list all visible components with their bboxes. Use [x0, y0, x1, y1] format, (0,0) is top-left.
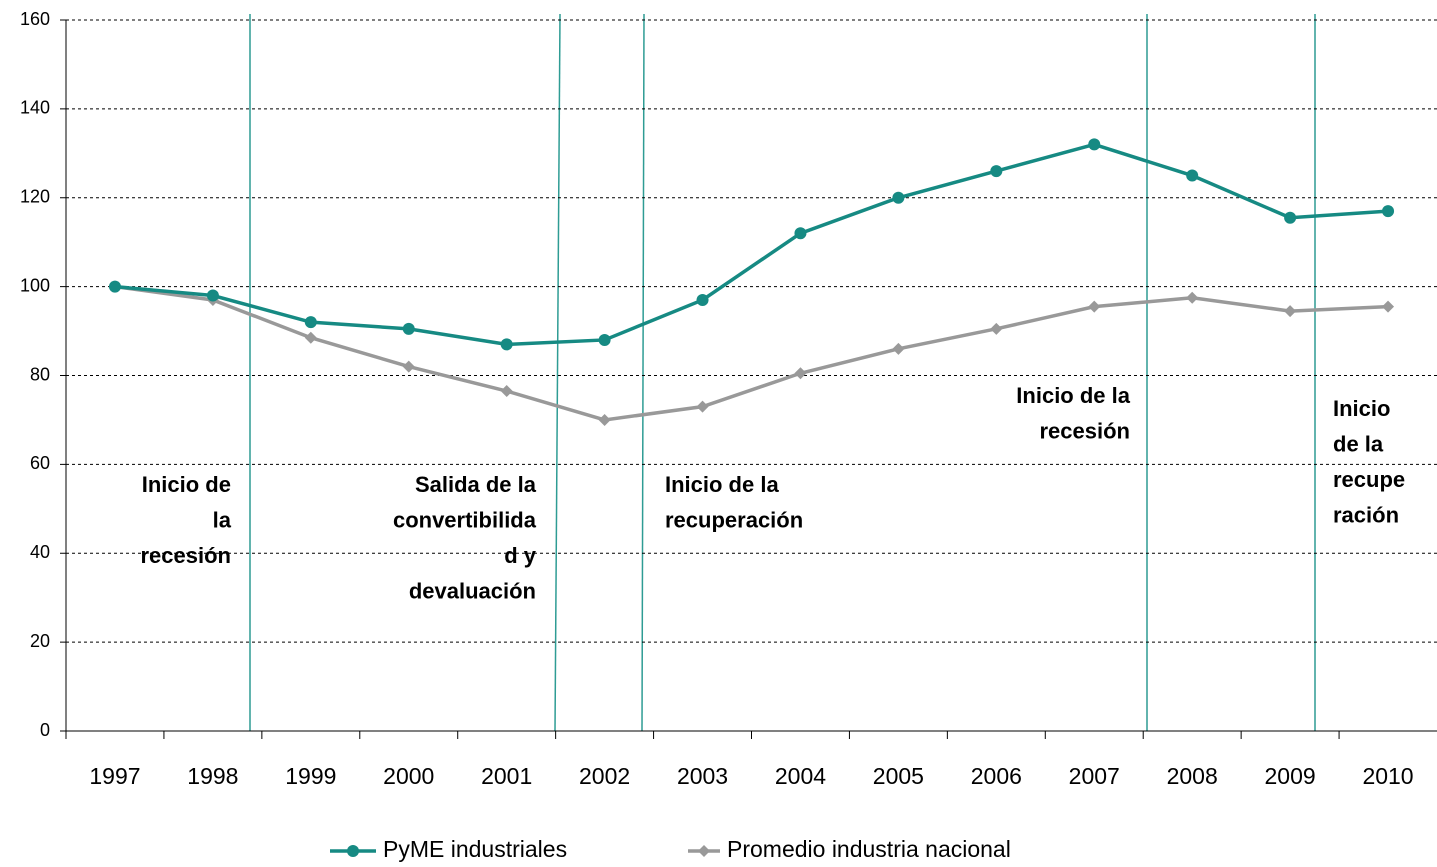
y-tick-label: 160 [20, 9, 50, 29]
legend-marker [347, 845, 359, 857]
data-point [1186, 169, 1199, 182]
data-point [304, 316, 317, 329]
data-point [402, 322, 415, 335]
annotation: Salida de la [415, 472, 537, 497]
annotation: recesión [1040, 418, 1131, 443]
data-point [990, 322, 1003, 335]
legend-marker [698, 845, 710, 857]
y-tick-label: 140 [20, 98, 50, 118]
x-tick-label: 2000 [383, 763, 434, 789]
event-lines [249, 13, 1316, 732]
data-point [1186, 291, 1199, 304]
legend-label: PyME industriales [383, 836, 567, 862]
x-tick-label: 2010 [1362, 763, 1413, 789]
data-point [1088, 138, 1101, 151]
event-line [554, 13, 561, 732]
annotation: recupe [1333, 467, 1405, 492]
data-point [108, 280, 121, 293]
annotation: Inicio de la [665, 472, 779, 497]
y-tick-label: 20 [30, 631, 50, 651]
annotation: Inicio de [142, 472, 231, 497]
annotation: recesión [141, 543, 232, 568]
y-tick-label: 80 [30, 364, 50, 384]
legend-label: Promedio industria nacional [727, 836, 1011, 862]
y-tick-label: 0 [40, 720, 50, 740]
y-tick-label: 40 [30, 542, 50, 562]
x-tick-label: 1997 [89, 763, 140, 789]
x-tick-label: 2003 [677, 763, 728, 789]
data-point [892, 342, 905, 355]
annotation: Inicio [1333, 396, 1390, 421]
data-point [402, 360, 415, 373]
data-point [1284, 305, 1297, 318]
x-tick-label: 2006 [971, 763, 1022, 789]
series-line [114, 142, 1389, 347]
x-tick-label: 2005 [873, 763, 924, 789]
data-point [500, 385, 513, 398]
x-tick-label: 1999 [285, 763, 336, 789]
data-point [1088, 300, 1101, 313]
data-point [1382, 300, 1395, 313]
x-tick-label: 2008 [1167, 763, 1218, 789]
data-point [1382, 205, 1395, 218]
data-point [892, 191, 905, 204]
data-point [794, 367, 807, 380]
x-tick-label: 1998 [187, 763, 238, 789]
y-tick-label: 120 [20, 187, 50, 207]
y-tick-label: 60 [30, 453, 50, 473]
data-point [598, 333, 611, 346]
x-tick-label: 2002 [579, 763, 630, 789]
data-point [1284, 211, 1297, 224]
series-line [114, 284, 1389, 422]
data-point [990, 165, 1003, 178]
data-point [304, 331, 317, 344]
data-point [696, 400, 709, 413]
data-point [794, 227, 807, 240]
annotation: Inicio de la [1016, 383, 1130, 408]
annotation: d y [504, 543, 537, 568]
annotation: convertibilida [393, 507, 537, 532]
x-tick-label: 2007 [1069, 763, 1120, 789]
y-tick-label: 100 [20, 275, 50, 295]
annotation: la [213, 507, 232, 532]
data-point [598, 413, 611, 426]
data-point [696, 293, 709, 306]
annotation: ración [1333, 502, 1399, 527]
data-point [206, 289, 219, 302]
x-tick-label: 2009 [1265, 763, 1316, 789]
event-line [641, 13, 645, 732]
x-tick-label: 2001 [481, 763, 532, 789]
x-tick-label: 2004 [775, 763, 826, 789]
data-point [500, 338, 513, 351]
annotation: recuperación [665, 507, 803, 532]
annotation: de la [1333, 431, 1384, 456]
annotation: devaluación [409, 578, 536, 603]
